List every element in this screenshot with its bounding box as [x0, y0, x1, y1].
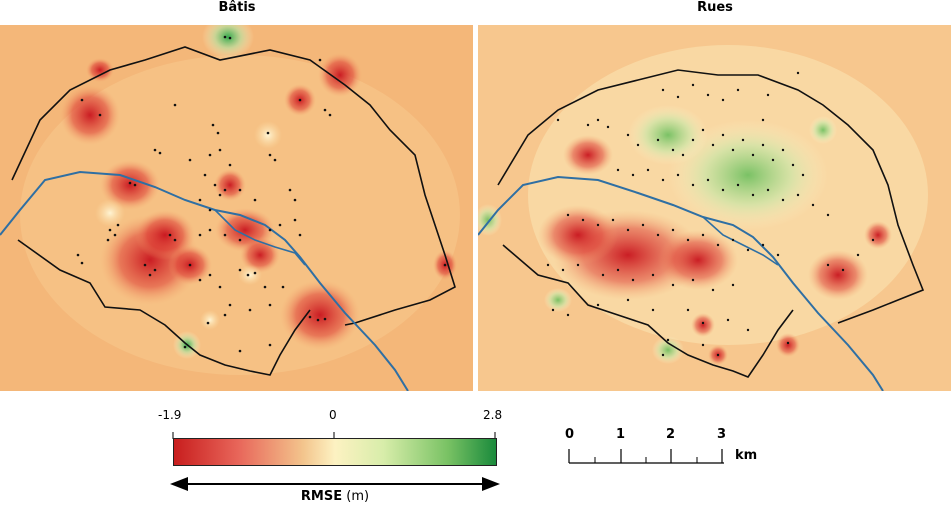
panel-title-rues: Rues	[697, 0, 733, 15]
panel-title-batis: Bâtis	[218, 0, 256, 15]
legend-unit: (m)	[346, 489, 370, 504]
map-rues	[474, 25, 951, 392]
map-rues-svg	[474, 25, 951, 392]
legend-max-label: 2.8	[483, 408, 503, 422]
scale-bar	[568, 449, 724, 464]
sample-points	[76, 35, 447, 353]
color-ramp	[173, 438, 497, 466]
map-batis	[0, 15, 473, 392]
map-batis-svg	[0, 15, 473, 392]
legend-quantity: RMSE	[300, 489, 343, 504]
boundary-line	[11, 46, 456, 376]
scale-tick-3: 3	[717, 427, 727, 442]
legend-min-label: -1.9	[158, 408, 182, 422]
scale-tick-2: 2	[666, 427, 676, 442]
sample-points	[546, 71, 875, 357]
river-line	[477, 175, 884, 392]
legend-title: RMSE (m)	[270, 489, 400, 504]
scale-tick-1: 1	[616, 427, 626, 442]
river-line	[0, 170, 409, 392]
legend-double-arrow	[170, 477, 500, 491]
heat-green	[668, 120, 828, 230]
scale-unit: km	[735, 448, 758, 463]
scale-tick-0: 0	[565, 427, 575, 442]
boundary-line	[497, 69, 925, 378]
legend-ticks	[172, 432, 496, 439]
legend-mid-label: 0	[329, 408, 337, 422]
heat-green	[202, 15, 254, 59]
